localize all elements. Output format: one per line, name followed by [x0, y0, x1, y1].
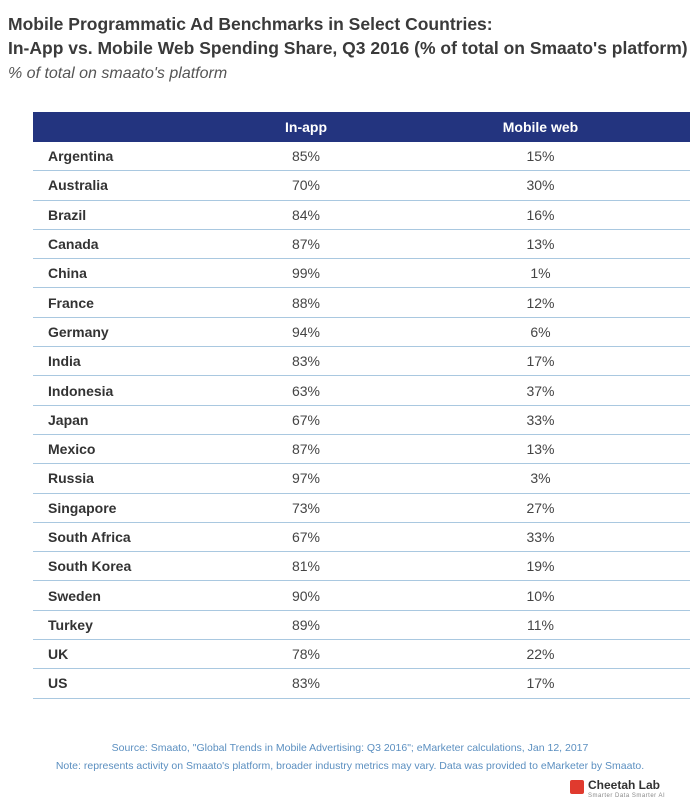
cell-country: India — [48, 353, 81, 370]
table-row: US 83% 17% — [33, 669, 690, 699]
cell-mobile-web: 22% — [526, 646, 555, 663]
table-row: Indonesia 63% 37% — [33, 376, 690, 406]
cell-mobile-web: 11% — [527, 616, 554, 633]
title-line-2: In-App vs. Mobile Web Spending Share, Q3… — [8, 38, 688, 58]
cell-mobile-web: 17% — [526, 353, 555, 370]
table-row: India 83% 17% — [33, 347, 690, 377]
cell-in-app: 87% — [291, 236, 321, 253]
logo-name: Cheetah Lab — [588, 778, 661, 792]
cell-mobile-web: 33% — [526, 411, 555, 428]
table-row: South Korea 81% 19% — [33, 552, 690, 582]
cell-country: South Korea — [48, 558, 132, 575]
cell-mobile-web: 27% — [526, 499, 555, 516]
cell-country: Brazil — [48, 206, 87, 223]
cell-in-app: 78% — [291, 646, 321, 663]
cell-in-app: 73% — [291, 499, 321, 516]
table-row: Singapore 73% 27% — [33, 494, 690, 523]
table-row: Canada 87% 13% — [33, 230, 690, 260]
cell-mobile-web: 13% — [526, 236, 555, 253]
cell-in-app: 67% — [291, 529, 321, 545]
cell-in-app: 94% — [291, 323, 321, 340]
cell-mobile-web: 30% — [526, 177, 555, 194]
cell-in-app: 85% — [291, 148, 321, 165]
cell-country: Indonesia — [48, 382, 114, 399]
footnote: Note: represents activity on Smaato's pl… — [55, 760, 645, 772]
cell-in-app: 89% — [291, 616, 321, 633]
cell-mobile-web: 16% — [526, 206, 555, 223]
cell-in-app: 81% — [291, 558, 321, 575]
cell-in-app: 97% — [291, 470, 321, 487]
data-table: In-app Mobile web Argentina 85% 15% Austral… — [33, 112, 690, 699]
header-in-app: In-app — [285, 119, 327, 135]
table-row: Russia 97% 3% — [33, 464, 690, 494]
cell-in-app: 63% — [291, 382, 321, 399]
cell-mobile-web: 12% — [526, 294, 555, 311]
cell-in-app: 83% — [291, 353, 321, 370]
chart-title: Mobile Programmatic Ad Benchmarks in Sel… — [8, 12, 698, 60]
table-row: Brazil 84% 16% — [33, 201, 690, 230]
cell-mobile-web: 17% — [526, 675, 555, 692]
table-row: Mexico 87% 13% — [33, 435, 690, 465]
cheetah-lab-logo-icon — [570, 780, 584, 794]
cell-country: Canada — [48, 236, 99, 253]
cell-mobile-web: 13% — [526, 441, 555, 458]
cell-mobile-web: 10% — [526, 587, 555, 604]
cell-country: Singapore — [48, 499, 117, 516]
cell-country: France — [48, 294, 94, 311]
cell-in-app: 70% — [291, 177, 321, 194]
table-row: Argentina 85% 15% — [33, 142, 690, 172]
cell-country: China — [48, 265, 87, 282]
table-row: UK 78% 22% — [33, 640, 690, 670]
cell-in-app: 99% — [291, 265, 321, 282]
header-mobile-web: Mobile web — [502, 119, 579, 135]
cell-in-app: 88% — [291, 294, 321, 311]
cell-in-app: 87% — [291, 441, 321, 458]
cell-mobile-web: 3% — [530, 470, 551, 487]
cheetah-lab-logo: Cheetah Lab Smarter Data Smarter AI — [570, 778, 688, 802]
cell-mobile-web: 33% — [526, 529, 555, 545]
source-note: Source: Smaato, "Global Trends in Mobile… — [111, 742, 589, 754]
cell-in-app: 84% — [291, 206, 321, 223]
table-row: Japan 67% 33% — [33, 406, 690, 435]
cell-country: South Africa — [48, 529, 131, 545]
table-row: Turkey 89% 11% — [33, 611, 690, 641]
cell-country: Japan — [48, 411, 89, 428]
table-row: Australia 70% 30% — [33, 171, 690, 201]
title-line-1: Mobile Programmatic Ad Benchmarks in Sel… — [8, 14, 493, 34]
table-row: Germany 94% 6% — [33, 318, 690, 348]
cell-country: US — [48, 675, 68, 692]
cell-mobile-web: 19% — [526, 558, 555, 575]
table-row: France 88% 12% — [33, 288, 690, 318]
cell-country: Turkey — [48, 616, 93, 633]
table-row: South Africa 67% 33% — [33, 523, 690, 553]
cell-mobile-web: 37% — [526, 382, 555, 399]
cell-in-app: 67% — [291, 411, 321, 428]
logo-tagline: Smarter Data Smarter AI — [588, 793, 666, 799]
cell-mobile-web: 1% — [530, 265, 551, 282]
cell-mobile-web: 15% — [526, 148, 555, 165]
cell-mobile-web: 6% — [530, 323, 551, 340]
table-body: Argentina 85% 15% Australia 70% 30% Brazil 84% 1… — [33, 142, 690, 699]
table-row: China 99% 1% — [33, 259, 690, 289]
cell-country: UK — [48, 646, 69, 663]
cell-country: Argentina — [48, 148, 114, 165]
cell-country: Germany — [48, 323, 109, 340]
cell-country: Australia — [48, 177, 108, 194]
cell-country: Russia — [48, 470, 94, 487]
cell-in-app: 83% — [291, 675, 321, 692]
cell-country: Sweden — [48, 587, 101, 604]
table-row: Sweden 90% 10% — [33, 581, 690, 611]
cell-in-app: 90% — [291, 587, 321, 604]
table-header: In-app Mobile web — [33, 112, 690, 142]
chart-subtitle: % of total on smaato's platform — [8, 65, 228, 82]
cell-country: Mexico — [48, 441, 96, 458]
